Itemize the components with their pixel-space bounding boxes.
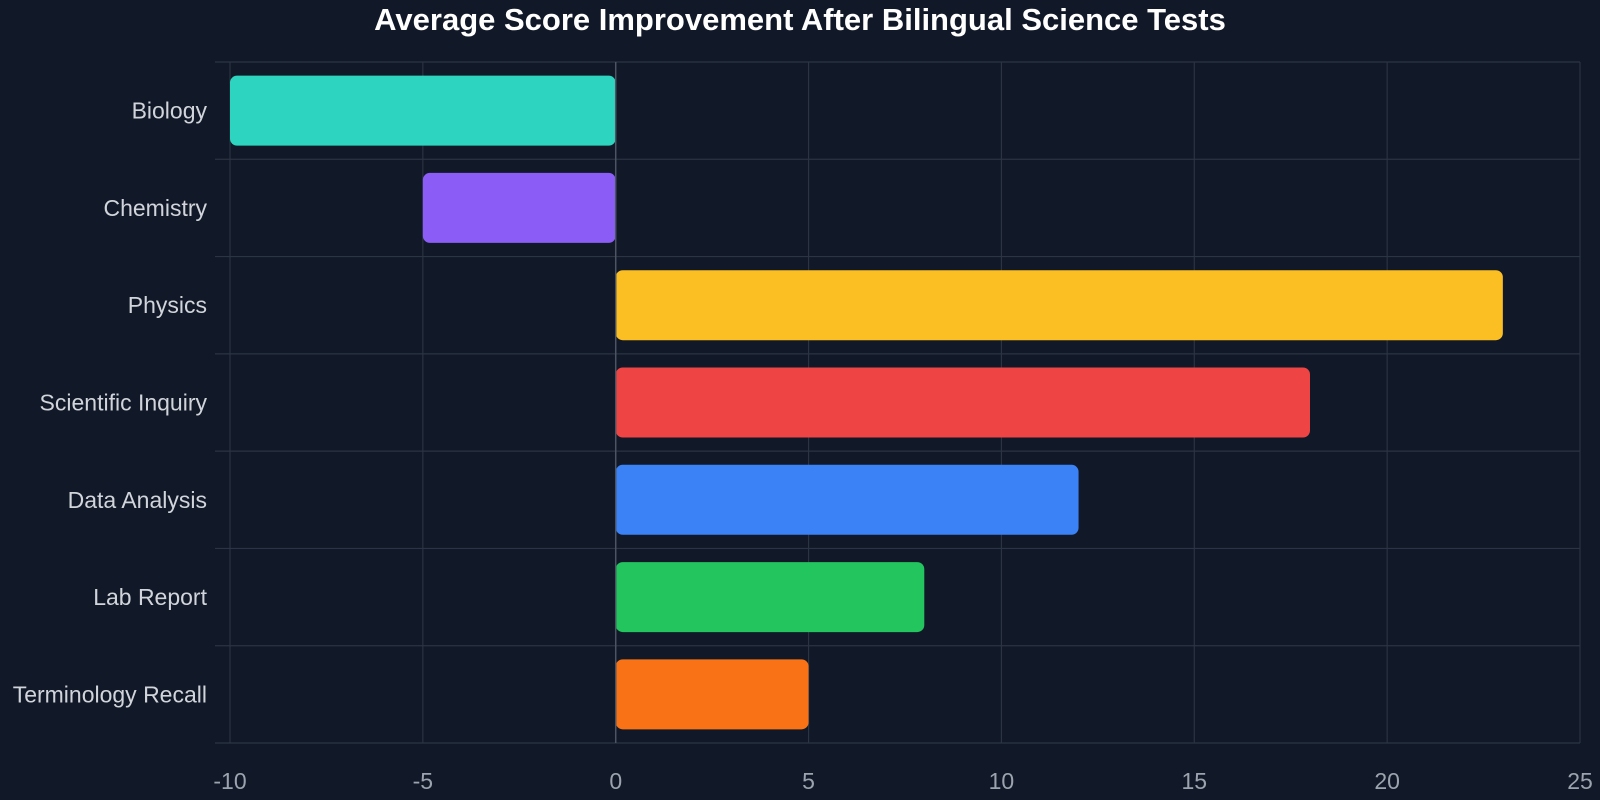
category-label: Terminology Recall: [13, 681, 207, 707]
bar-scientific-inquiry: [615, 367, 1310, 438]
bar-terminology-recall: [615, 659, 809, 730]
bar-physics: [615, 270, 1503, 341]
x-tick-label: -5: [413, 768, 433, 794]
x-tick-label: 15: [1181, 768, 1207, 794]
chart-title: Average Score Improvement After Bilingua…: [374, 2, 1226, 37]
category-label: Lab Report: [93, 584, 207, 610]
x-tick-label: 5: [802, 768, 815, 794]
bars: [230, 75, 1503, 730]
bar-biology: [230, 75, 616, 146]
bar-data-analysis: [615, 464, 1079, 535]
category-label: Physics: [128, 292, 207, 318]
x-tick-label: 25: [1567, 768, 1593, 794]
x-tick-label: -10: [213, 768, 246, 794]
category-label: Scientific Inquiry: [40, 390, 208, 416]
category-label: Chemistry: [103, 195, 207, 221]
x-tick-label: 20: [1374, 768, 1400, 794]
category-labels: Biology Chemistry Physics Scientific Inquir…: [13, 98, 208, 708]
category-label: Biology: [132, 98, 208, 124]
bar-lab-report: [615, 562, 925, 633]
bar-chemistry: [422, 172, 616, 243]
x-tick-labels: -10 -5 0 5 10 15 20 25: [213, 768, 1592, 794]
x-tick-label: 10: [989, 768, 1015, 794]
category-label: Data Analysis: [68, 487, 207, 513]
x-tick-label: 0: [609, 768, 622, 794]
